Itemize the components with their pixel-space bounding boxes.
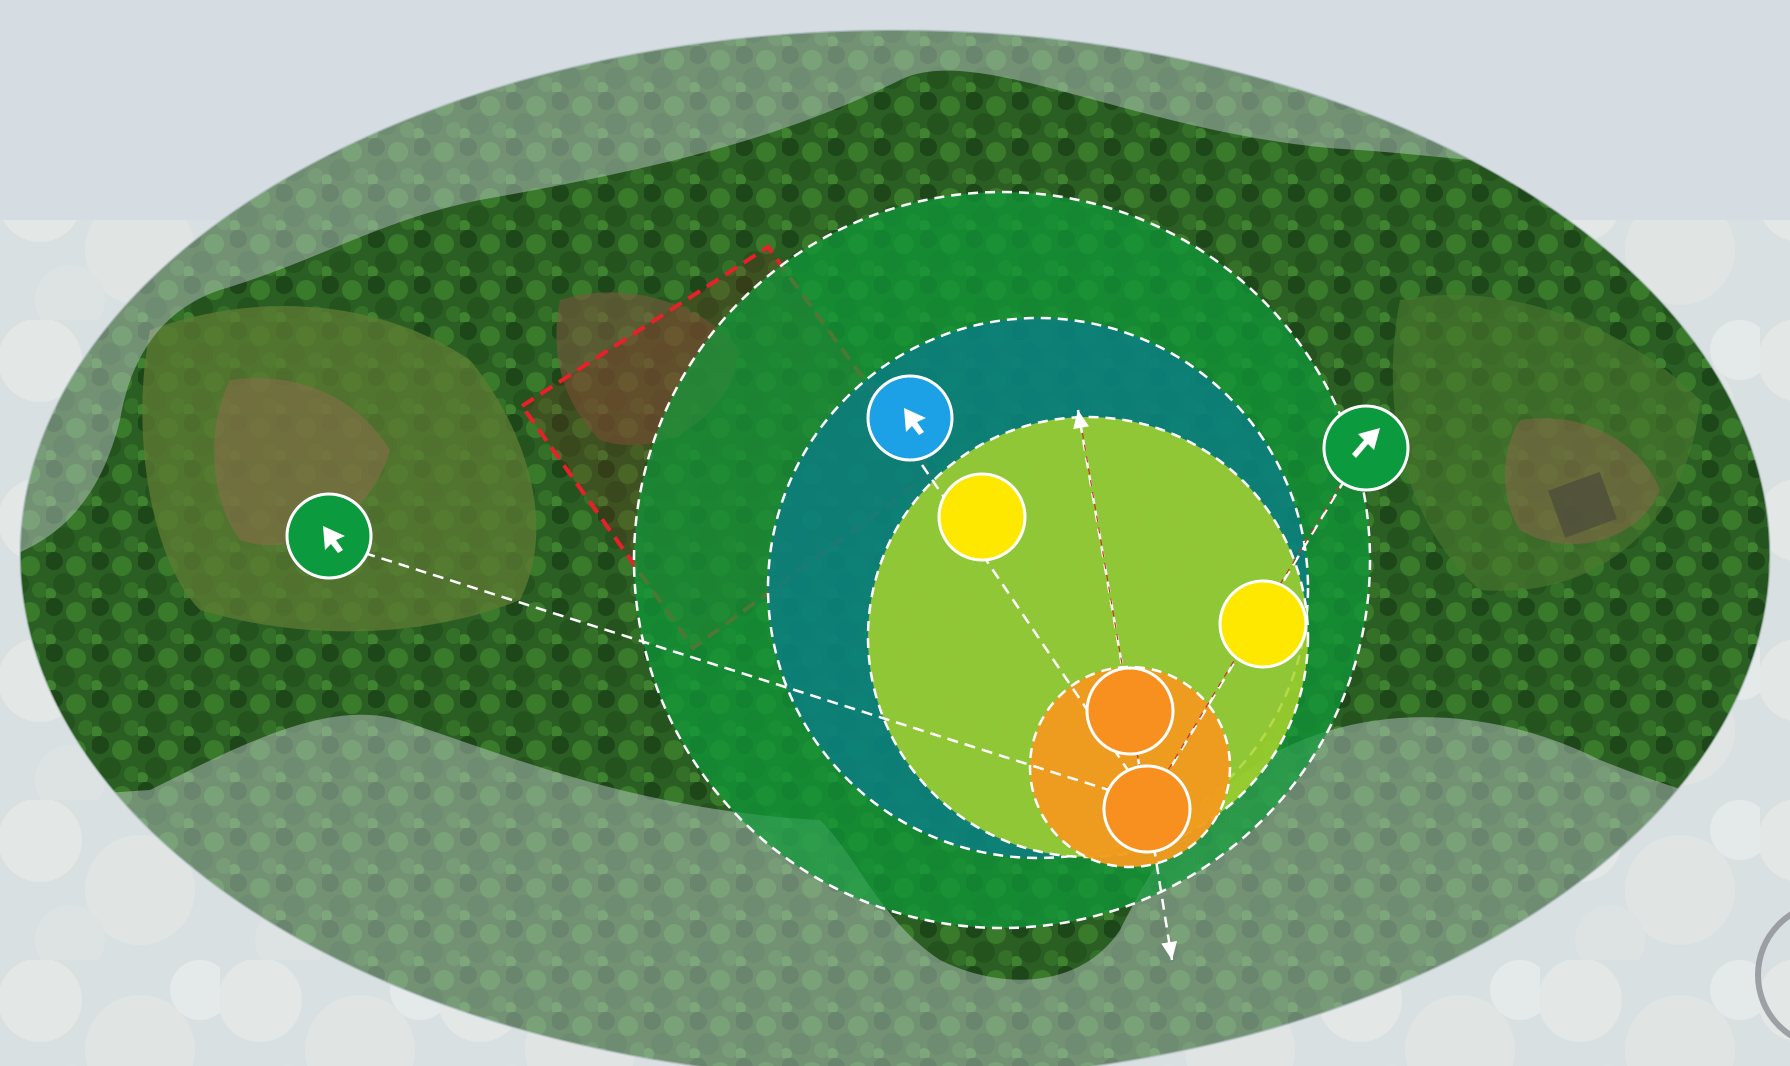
map-markers [285, 374, 1410, 854]
connector-green-left-to-core [329, 540, 1141, 802]
connector-core-accent [1081, 429, 1141, 771]
marker-yellow-upper[interactable] [937, 472, 1027, 562]
edge-circle-fragment [1755, 911, 1790, 1039]
marker-green-left[interactable] [285, 492, 373, 580]
cursor-arrow-icon [323, 526, 345, 553]
cursor-arrow-icon [904, 408, 926, 435]
zone-rings [632, 190, 1372, 930]
connector-core-to-top-arrowhead-icon [1073, 410, 1089, 430]
marker-blue[interactable] [866, 374, 954, 462]
marker-orange-lower[interactable] [1102, 764, 1192, 854]
marker-yellow-right[interactable] [1218, 579, 1308, 669]
connector-core-to-bottom-arrowhead-icon [1161, 940, 1178, 960]
map-oval-border [19, 29, 1771, 1066]
cursor-arrow-icon [1352, 428, 1380, 458]
marker-green-right[interactable] [1322, 404, 1410, 492]
marker-orange-upper[interactable] [1085, 666, 1175, 756]
